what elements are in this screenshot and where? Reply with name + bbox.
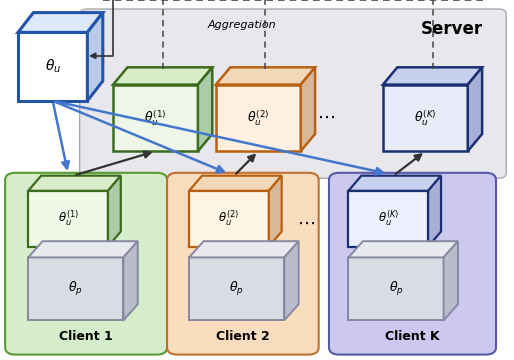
Polygon shape (18, 32, 87, 101)
Text: $\theta_p$: $\theta_p$ (389, 280, 403, 298)
Text: $\theta_u$: $\theta_u$ (45, 58, 61, 75)
Polygon shape (216, 85, 301, 151)
Polygon shape (113, 67, 212, 85)
Polygon shape (348, 257, 444, 320)
Text: $\theta_u^{(2)}$: $\theta_u^{(2)}$ (247, 108, 269, 127)
FancyBboxPatch shape (329, 173, 496, 355)
Text: $\cdots$: $\cdots$ (318, 108, 335, 126)
Text: $\cdots$: $\cdots$ (297, 214, 315, 232)
FancyBboxPatch shape (167, 173, 319, 355)
FancyBboxPatch shape (80, 9, 506, 178)
Polygon shape (301, 67, 315, 151)
Polygon shape (28, 191, 108, 247)
Text: $\theta_u^{(1)}$: $\theta_u^{(1)}$ (58, 209, 79, 228)
Polygon shape (383, 85, 468, 151)
FancyBboxPatch shape (5, 173, 167, 355)
Polygon shape (18, 13, 103, 32)
Polygon shape (468, 67, 482, 151)
Text: Aggregation: Aggregation (207, 20, 276, 30)
Polygon shape (123, 241, 138, 320)
Polygon shape (383, 67, 482, 85)
Polygon shape (108, 176, 121, 247)
Polygon shape (198, 67, 212, 151)
Text: Client 2: Client 2 (216, 330, 270, 343)
Polygon shape (189, 176, 282, 191)
Polygon shape (284, 241, 299, 320)
Polygon shape (28, 257, 123, 320)
Text: $\theta_p$: $\theta_p$ (68, 280, 83, 298)
Polygon shape (189, 241, 299, 257)
Text: $\theta_u^{(K)}$: $\theta_u^{(K)}$ (414, 108, 436, 127)
Polygon shape (189, 257, 284, 320)
Text: Server: Server (421, 20, 483, 38)
Text: $\theta_u^{(2)}$: $\theta_u^{(2)}$ (218, 209, 240, 228)
Polygon shape (348, 241, 458, 257)
Text: Client 1: Client 1 (60, 330, 113, 343)
Polygon shape (28, 241, 138, 257)
Polygon shape (216, 67, 315, 85)
Polygon shape (444, 241, 458, 320)
Polygon shape (348, 176, 441, 191)
Text: $\theta_u^{(1)}$: $\theta_u^{(1)}$ (144, 108, 167, 127)
Polygon shape (348, 191, 428, 247)
Text: $\theta_p$: $\theta_p$ (229, 280, 244, 298)
Polygon shape (113, 85, 198, 151)
Polygon shape (189, 191, 269, 247)
Text: Client K: Client K (386, 330, 440, 343)
Polygon shape (87, 13, 103, 101)
Text: $\theta_u^{(K)}$: $\theta_u^{(K)}$ (378, 209, 399, 228)
Polygon shape (269, 176, 282, 247)
Polygon shape (28, 176, 121, 191)
Polygon shape (428, 176, 441, 247)
